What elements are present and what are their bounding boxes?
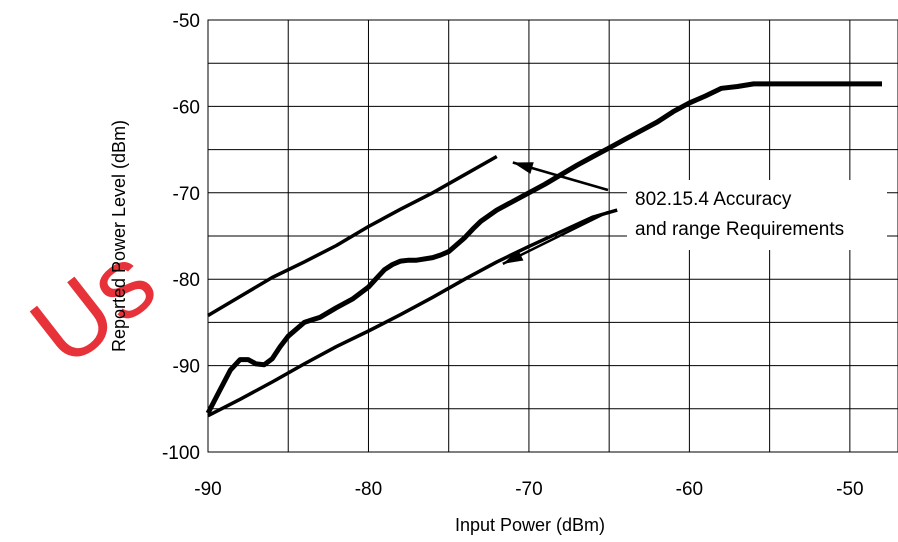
y-tick-label: -60: [173, 97, 200, 118]
watermark-text: Us: [11, 224, 176, 388]
x-axis-ticks: -90 -80 -70 -60 -50: [194, 479, 863, 500]
x-tick-label: -80: [355, 479, 382, 500]
x-axis-title: Input Power (dBm): [455, 515, 605, 535]
y-tick-label: -50: [173, 11, 200, 32]
x-tick-label: -60: [676, 479, 703, 500]
series-lines: [205, 81, 882, 418]
y-axis-title: Reported Power Level (dBm): [109, 120, 129, 352]
y-tick-label: -100: [162, 443, 200, 464]
y-tick-label: -80: [173, 270, 200, 291]
y-tick-label: -90: [173, 357, 200, 378]
plot-area-frame: [207, 19, 898, 453]
annotation-line-1: 802.15.4 Accuracy: [635, 189, 792, 210]
x-tick-label: -50: [836, 479, 863, 500]
x-tick-label: -90: [194, 479, 221, 500]
watermark: Us: [11, 224, 176, 388]
y-axis-ticks: -100 -90 -80 -70 -60 -50: [162, 11, 200, 464]
annotation-line-2: and range Requirements: [635, 219, 844, 240]
annotation: 802.15.4 Accuracy and range Requirements: [502, 161, 887, 266]
annotation-background: [627, 180, 887, 250]
series-line-upper-limit: [207, 154, 498, 318]
annotation-arrow-lower-head: [502, 249, 524, 264]
annotation-arrow-upper-head: [512, 162, 534, 174]
series-line-measured: [205, 81, 882, 415]
y-tick-label: -70: [173, 184, 200, 205]
x-tick-label: -70: [515, 479, 542, 500]
series-line-lower-limit: [207, 208, 618, 418]
